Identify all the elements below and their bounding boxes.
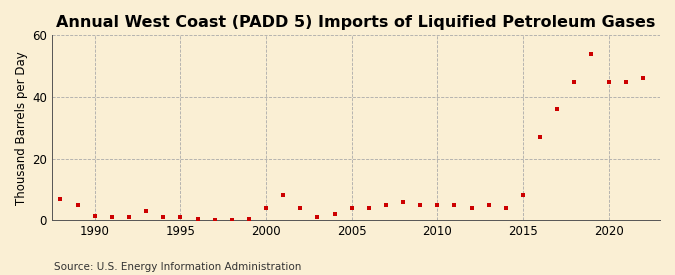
Point — [363, 206, 374, 210]
Point — [209, 217, 220, 222]
Point — [637, 76, 648, 81]
Point — [72, 203, 83, 207]
Point — [603, 79, 614, 84]
Point — [466, 206, 477, 210]
Point — [569, 79, 580, 84]
Point — [226, 218, 237, 222]
Text: Source: U.S. Energy Information Administration: Source: U.S. Energy Information Administ… — [54, 262, 301, 272]
Point — [140, 209, 151, 213]
Point — [244, 216, 254, 221]
Point — [158, 215, 169, 219]
Point — [552, 107, 563, 111]
Point — [500, 206, 511, 210]
Point — [55, 196, 66, 201]
Point — [329, 212, 340, 216]
Point — [175, 215, 186, 219]
Y-axis label: Thousand Barrels per Day: Thousand Barrels per Day — [15, 51, 28, 205]
Point — [586, 52, 597, 56]
Point — [620, 79, 631, 84]
Point — [261, 206, 271, 210]
Point — [346, 206, 357, 210]
Point — [535, 135, 545, 139]
Point — [277, 193, 288, 198]
Point — [192, 216, 203, 221]
Point — [89, 213, 100, 218]
Title: Annual West Coast (PADD 5) Imports of Liquified Petroleum Gases: Annual West Coast (PADD 5) Imports of Li… — [56, 15, 655, 30]
Point — [312, 215, 323, 219]
Point — [449, 203, 460, 207]
Point — [107, 215, 117, 219]
Point — [381, 203, 392, 207]
Point — [398, 199, 408, 204]
Point — [124, 215, 134, 219]
Point — [414, 203, 425, 207]
Point — [295, 206, 306, 210]
Point — [483, 203, 494, 207]
Point — [432, 203, 443, 207]
Point — [518, 193, 529, 198]
